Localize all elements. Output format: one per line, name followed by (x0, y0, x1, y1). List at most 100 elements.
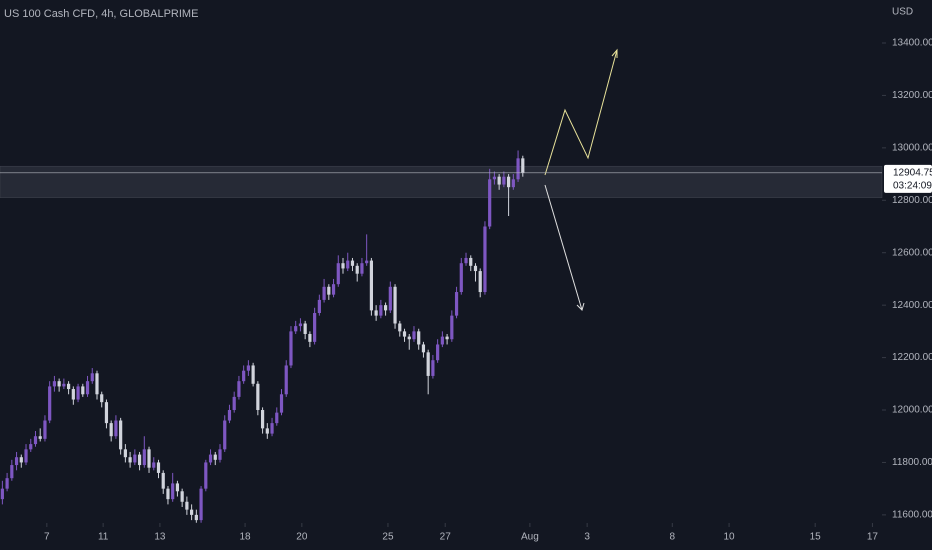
candle-body (511, 179, 515, 188)
candle-body (284, 365, 288, 395)
candle-body (100, 394, 104, 403)
candle-body (478, 271, 482, 293)
candle-body (43, 420, 47, 439)
candle-body (450, 315, 454, 340)
candle-body (289, 331, 293, 366)
candle-body (161, 472, 165, 489)
price-label-box (884, 164, 932, 193)
candle-body (29, 444, 33, 450)
candle-body (175, 483, 180, 492)
candle-body (454, 292, 459, 316)
y-tick-label: 12200.00 (892, 352, 932, 363)
candle-body (67, 383, 71, 390)
candle-body (327, 286, 331, 295)
candle-body (95, 373, 99, 395)
y-tick-label: 13400.00 (892, 38, 932, 49)
candle-body (507, 176, 511, 188)
candle-body (190, 509, 194, 515)
x-tick-label: 13 (154, 532, 166, 543)
candle-body (412, 331, 416, 340)
candle-body (331, 284, 336, 295)
candle-body (133, 454, 137, 463)
candle-body (279, 394, 284, 413)
candle-body (62, 383, 66, 387)
x-tick-label: 18 (240, 532, 252, 543)
price-label: 12904.75 (893, 167, 932, 178)
x-tick-label: Aug (521, 532, 539, 543)
candle-body (185, 501, 189, 510)
candle-body (417, 331, 421, 345)
candle-body (502, 176, 506, 185)
candle-body (256, 383, 260, 411)
candle-body (445, 336, 449, 340)
candle-body (81, 386, 85, 395)
candle-body (5, 478, 9, 489)
arrow-head (576, 302, 585, 311)
candle-body (322, 286, 326, 300)
projection-down (544, 184, 583, 311)
candle-body (71, 389, 75, 400)
x-tick-label: 11 (98, 532, 109, 543)
candle-body (379, 305, 383, 316)
candle-body (436, 344, 440, 361)
candle-body (469, 257, 473, 266)
x-tick-label: 20 (296, 532, 308, 543)
zone (0, 165, 883, 198)
candle-body (431, 360, 435, 376)
x-tick-label: 27 (440, 532, 452, 543)
candle-body (137, 454, 142, 466)
candle-body (265, 428, 269, 434)
candle-body (270, 423, 274, 434)
x-tick-label: 3 (584, 532, 590, 543)
candle-body (19, 457, 23, 463)
candle-body (218, 449, 222, 460)
candle-body (208, 454, 213, 463)
candle-body (407, 336, 411, 340)
candle-body (388, 286, 392, 311)
candle-body (109, 423, 113, 437)
candle-body (142, 449, 146, 466)
candle-body (199, 488, 203, 521)
candle-body (308, 333, 312, 342)
candle-body (242, 370, 246, 382)
x-tick-label: 17 (867, 532, 879, 543)
candle-body (440, 336, 444, 345)
candle-body (398, 323, 402, 332)
y-tick-label: 12000.00 (892, 405, 932, 416)
candle-body (355, 265, 359, 274)
candle-body (421, 344, 426, 353)
candle-body (10, 465, 14, 479)
x-tick-label: 7 (44, 532, 50, 543)
candle-body (369, 260, 373, 311)
candle-body (33, 436, 38, 445)
candle-body (90, 373, 94, 382)
candle-body (57, 381, 61, 387)
candle-body (246, 365, 250, 371)
candle-body (0, 488, 4, 500)
candle-body (298, 323, 303, 327)
candle-body (114, 420, 118, 437)
candle-body (483, 226, 487, 293)
y-tick-label: 11800.00 (892, 457, 932, 468)
candle-body (194, 514, 198, 521)
candle-body (516, 158, 520, 180)
candle-body (156, 462, 161, 473)
chart-title: US 100 Cash CFD, 4h, GLOBALPRIME (4, 8, 198, 20)
candle-body (317, 299, 321, 314)
candle-body (402, 331, 407, 337)
candle-body (260, 410, 265, 429)
candle-body (147, 449, 151, 468)
candle-body (313, 313, 317, 342)
candle-body (152, 462, 156, 468)
candle-body (204, 462, 208, 489)
candle-body (341, 263, 345, 269)
candle-body (350, 260, 355, 266)
candle-body (38, 436, 42, 439)
candle-body (426, 352, 430, 376)
candle-body (85, 381, 90, 395)
x-tick-label: 8 (670, 532, 676, 543)
candle-body (166, 488, 170, 500)
candle-body (76, 386, 80, 400)
candle-body (294, 326, 298, 332)
